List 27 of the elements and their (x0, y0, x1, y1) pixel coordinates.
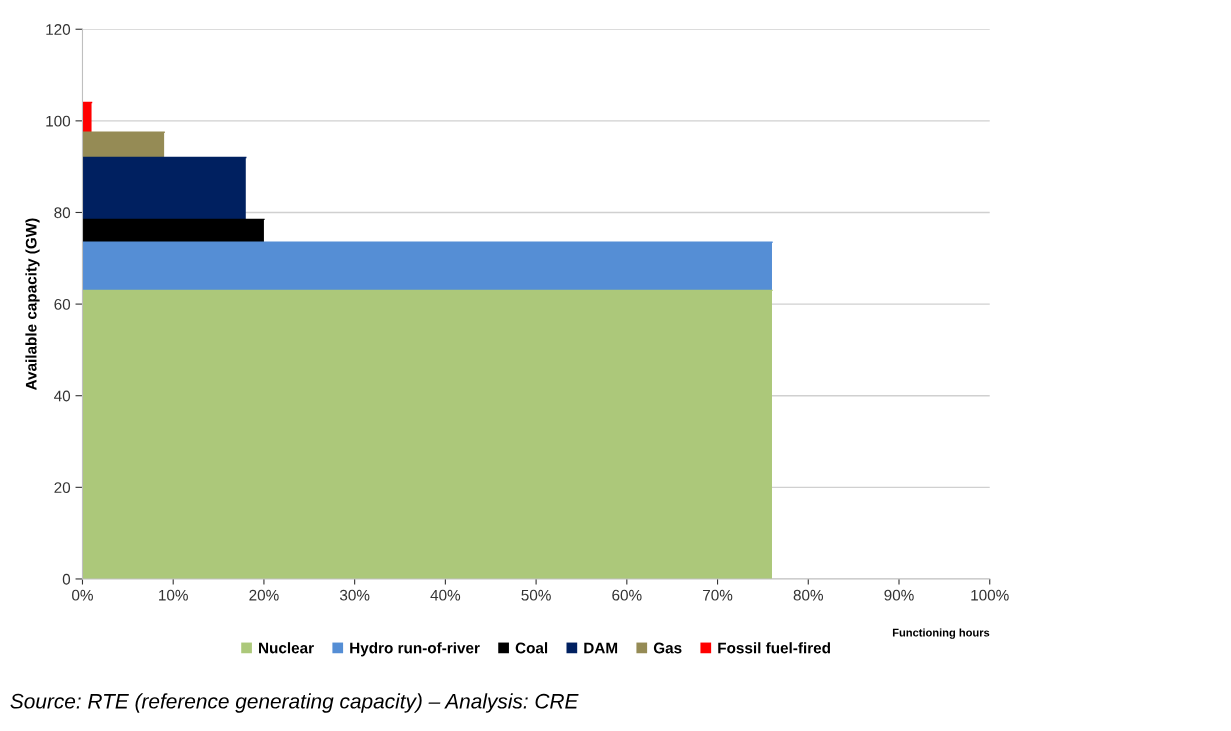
legend-label: DAM (584, 642, 618, 654)
y-tick-label: 60 (54, 298, 71, 310)
x-tick-label: 30% (339, 589, 370, 601)
y-axis-title: Available capacity (GW) (25, 218, 40, 391)
y-tick-label: 120 (46, 24, 71, 35)
source-note: Source: RTE (reference generating capacity) – Analysis: CRE (10, 693, 579, 713)
x-tick-label: 60% (612, 589, 642, 601)
legend-label: Coal (515, 642, 548, 654)
legend-label: Nuclear (259, 642, 314, 654)
y-tick-label: 20 (54, 482, 71, 494)
x-tick-label: 80% (793, 589, 824, 601)
x-tick-label: 40% (430, 589, 461, 601)
x-tick-label: 90% (884, 589, 914, 601)
x-tick-label: 50% (521, 589, 551, 601)
legend-label: Hydro run-of-river (350, 642, 480, 657)
y-tick-label: 100 (46, 115, 71, 127)
x-tick-label: 100% (971, 589, 1009, 601)
legend-label: Fossil fuel-fired (718, 642, 830, 654)
y-tick-label: 40 (54, 390, 71, 402)
x-axis-title: Functioning hours (892, 628, 990, 639)
x-tick-label: 20% (249, 589, 279, 601)
x-tick-label: 0% (72, 589, 93, 601)
legend-label: Gas (653, 642, 682, 654)
y-tick-label: 0 (62, 573, 71, 585)
y-tick-label: 80 (54, 207, 71, 219)
x-tick-label: 70% (703, 589, 733, 601)
x-tick-label: 10% (159, 589, 188, 601)
